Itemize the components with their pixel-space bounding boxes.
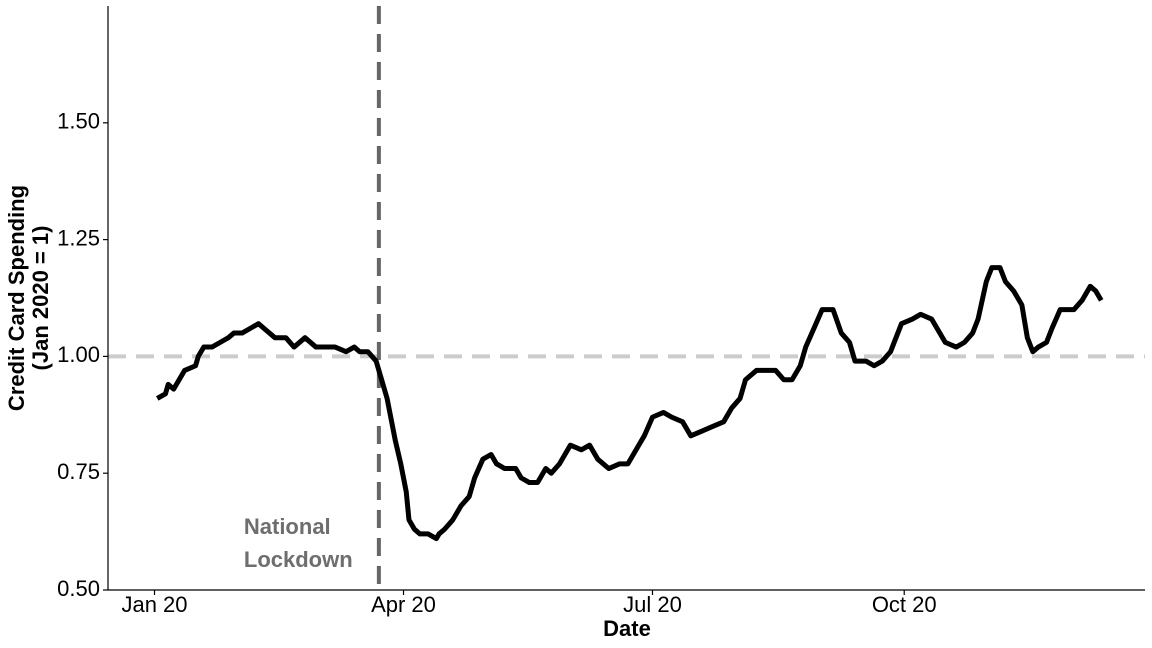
annotation: Lockdown [244,547,353,572]
y-axis-label-line: (Jan 2020 = 1) [28,226,53,371]
y-tick-label: 1.25 [57,225,100,250]
series-line [156,265,1104,542]
x-tick-label: Jul 20 [623,592,682,617]
y-tick-label: 0.50 [57,576,100,601]
y-tick-label: 1.50 [57,109,100,134]
y-tick-label: 0.75 [57,459,100,484]
y-axis-label-line: Credit Card Spending [4,185,29,411]
annotation: National [244,514,331,539]
x-tick-label: Apr 20 [371,592,436,617]
y-tick-label: 1.00 [57,342,100,367]
y-axis-label: Credit Card Spending (Jan 2020 = 1) [4,185,53,411]
x-axis-label: Date [603,616,651,641]
x-tick-label: Oct 20 [872,592,937,617]
x-tick-label: Jan 20 [121,592,187,617]
